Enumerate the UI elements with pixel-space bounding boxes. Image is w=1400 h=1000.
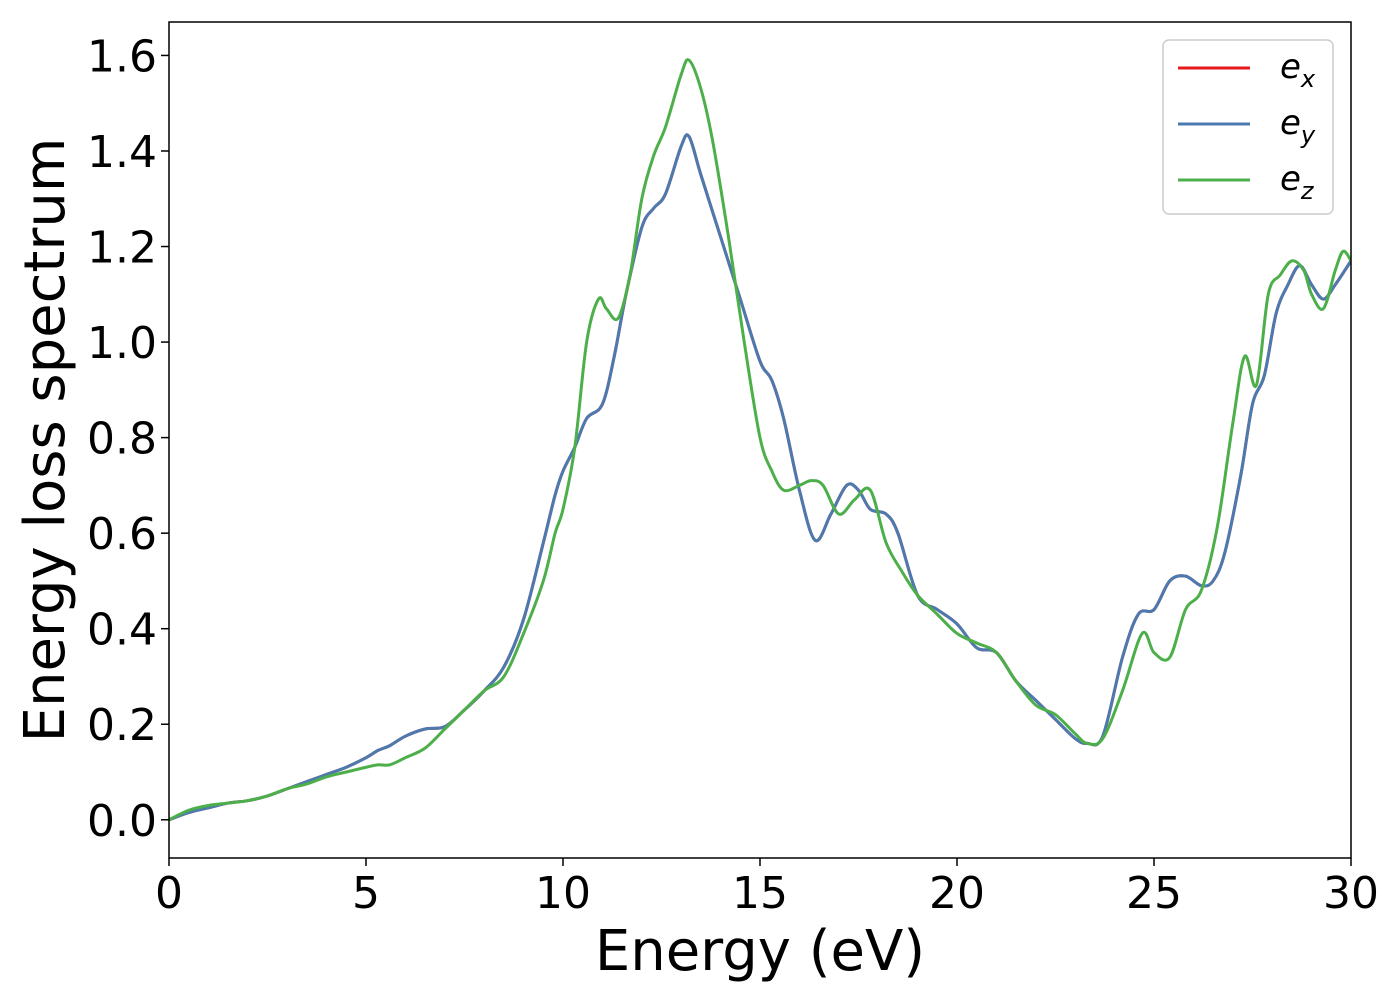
series-line-y [169, 133, 1351, 822]
y-tick-label: 0.6 [87, 509, 157, 560]
x-tick-label: 20 [929, 868, 985, 919]
legend-label-z: ez [1280, 159, 1315, 205]
x-tick-label: 15 [732, 868, 788, 919]
x-tick-label: 10 [535, 868, 591, 919]
y-tick-label: 1.6 [87, 31, 157, 82]
y-tick-label: 0.4 [87, 605, 157, 656]
y-tick-label: 0.0 [87, 796, 157, 847]
y-axis-ticks: 0.0 0.2 0.4 0.6 0.8 1.0 1.2 1.4 1.6 [87, 31, 169, 847]
x-tick-label: 30 [1323, 868, 1379, 919]
series-line-z [169, 58, 1351, 822]
y-tick-label: 0.8 [87, 414, 157, 465]
y-axis-label: Energy loss spectrum [13, 138, 78, 743]
x-tick-label: 25 [1126, 868, 1182, 919]
legend: ex ey ez [1162, 39, 1334, 215]
x-tick-label: 5 [352, 868, 380, 919]
x-tick-label: 0 [155, 868, 183, 919]
x-axis-label: Energy (eV) [595, 919, 925, 984]
y-tick-label: 0.2 [87, 700, 157, 751]
legend-box [1162, 39, 1334, 215]
legend-label-x: ex [1280, 47, 1316, 93]
legend-label-y: ey [1280, 103, 1316, 149]
y-tick-label: 1.0 [87, 318, 157, 369]
series-layer [169, 58, 1351, 822]
x-axis-ticks: 0 5 10 15 20 25 30 [155, 858, 1379, 919]
y-tick-label: 1.2 [87, 223, 157, 274]
y-tick-label: 1.4 [87, 127, 157, 178]
